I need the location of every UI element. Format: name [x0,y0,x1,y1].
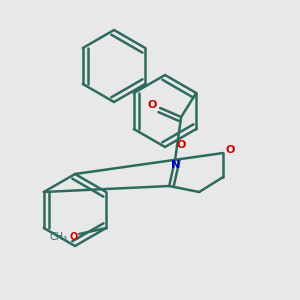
Text: O: O [176,140,186,151]
Text: N: N [171,160,180,170]
Text: O: O [226,145,236,155]
Text: CH₃: CH₃ [49,232,67,242]
Text: O: O [148,100,158,110]
Text: O: O [69,232,77,242]
